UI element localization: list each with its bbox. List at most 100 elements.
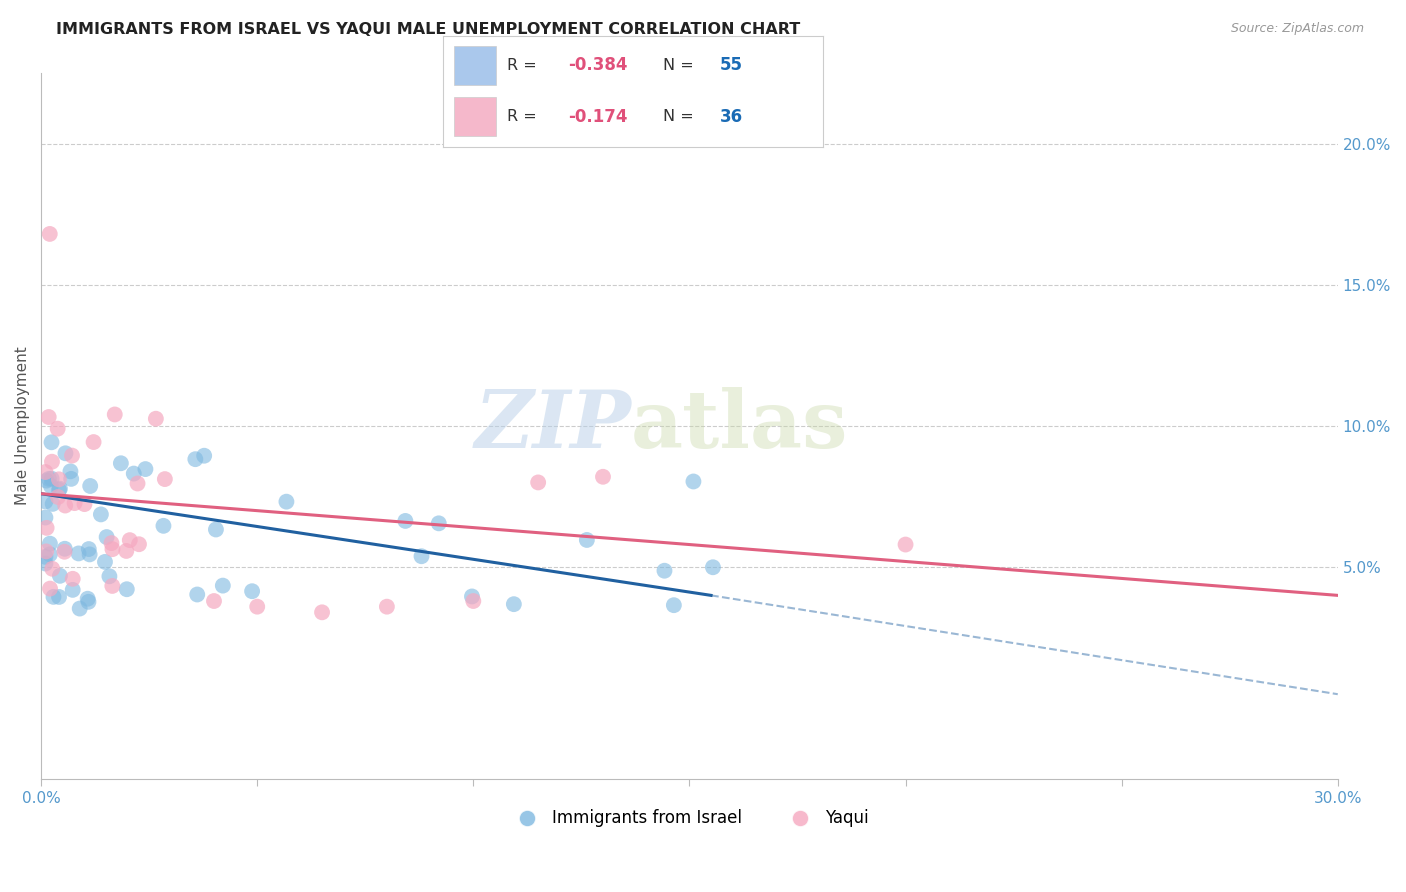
Point [682, 475, 704, 489]
Point [79, 479, 101, 493]
Text: N =: N = [664, 109, 699, 124]
Point [702, 560, 724, 574]
Point [34, 494, 56, 508]
Point [153, 472, 176, 486]
Point [34, 557, 56, 571]
Point [49, 569, 72, 583]
Point [202, 594, 225, 608]
Point [101, 542, 124, 557]
Point [186, 587, 208, 601]
Text: R =: R = [508, 58, 547, 73]
Point [34, 510, 56, 524]
Point [134, 462, 156, 476]
Point [41, 455, 63, 469]
Legend: Immigrants from Israel, Yaqui: Immigrants from Israel, Yaqui [503, 803, 876, 834]
Point [575, 533, 598, 547]
Text: ZIP: ZIP [474, 387, 631, 465]
Point [46, 422, 69, 436]
Point [60, 472, 83, 486]
Point [35, 474, 58, 488]
Text: IMMIGRANTS FROM ISRAEL VS YAQUI MALE UNEMPLOYMENT CORRELATION CHART: IMMIGRANTS FROM ISRAEL VS YAQUI MALE UNE… [56, 22, 800, 37]
Point [67, 546, 90, 560]
Point [122, 467, 145, 481]
Point [53, 541, 76, 556]
Bar [454, 45, 496, 85]
Point [115, 544, 138, 558]
Point [184, 452, 207, 467]
Point [411, 549, 433, 564]
Point [39, 582, 62, 596]
Point [35, 544, 58, 558]
Point [53, 545, 76, 559]
Point [41, 497, 63, 511]
Point [34, 549, 56, 564]
Point [83, 435, 105, 450]
Point [502, 597, 524, 611]
Point [100, 536, 122, 550]
Point [48, 472, 70, 486]
Point [38, 409, 60, 424]
Point [77, 595, 100, 609]
Point [115, 582, 138, 597]
Point [90, 508, 112, 522]
Point [246, 599, 269, 614]
Y-axis label: Male Unemployment: Male Unemployment [15, 347, 30, 506]
Point [375, 599, 398, 614]
Text: Source: ZipAtlas.com: Source: ZipAtlas.com [1230, 22, 1364, 36]
Point [110, 456, 132, 470]
Point [240, 584, 263, 599]
Point [59, 464, 82, 478]
Point [205, 523, 228, 537]
Point [41, 562, 63, 576]
Point [654, 564, 676, 578]
Point [69, 601, 91, 615]
Point [38, 547, 60, 561]
Point [463, 594, 485, 608]
Point [94, 555, 117, 569]
Point [662, 598, 685, 612]
Point [39, 479, 62, 493]
Point [527, 475, 550, 490]
Point [394, 514, 416, 528]
Text: 36: 36 [720, 108, 744, 126]
Point [211, 579, 233, 593]
Point [311, 605, 333, 619]
Point [276, 494, 298, 508]
Point [55, 446, 77, 460]
Text: R =: R = [508, 109, 547, 124]
Point [461, 590, 484, 604]
Point [46, 490, 69, 504]
Point [49, 482, 72, 496]
Point [145, 411, 167, 425]
Point [98, 569, 121, 583]
Point [41, 435, 63, 450]
Point [79, 548, 101, 562]
Point [60, 449, 83, 463]
Point [127, 476, 149, 491]
Point [38, 536, 60, 550]
Point [77, 542, 100, 557]
Point [128, 537, 150, 551]
Point [41, 472, 63, 486]
Point [38, 227, 60, 241]
Point [63, 496, 86, 510]
Point [38, 472, 60, 486]
Point [42, 590, 65, 604]
Text: -0.174: -0.174 [568, 108, 627, 126]
Point [48, 483, 70, 497]
Point [35, 521, 58, 535]
Point [62, 582, 84, 597]
Point [101, 579, 124, 593]
Point [118, 533, 141, 548]
Point [96, 530, 118, 544]
Point [62, 572, 84, 586]
Text: atlas: atlas [631, 387, 848, 465]
Point [104, 408, 127, 422]
Bar [454, 97, 496, 136]
Point [34, 465, 56, 479]
Point [427, 516, 450, 531]
Text: 55: 55 [720, 56, 742, 74]
Point [76, 591, 98, 606]
Point [193, 449, 215, 463]
Point [152, 518, 174, 533]
